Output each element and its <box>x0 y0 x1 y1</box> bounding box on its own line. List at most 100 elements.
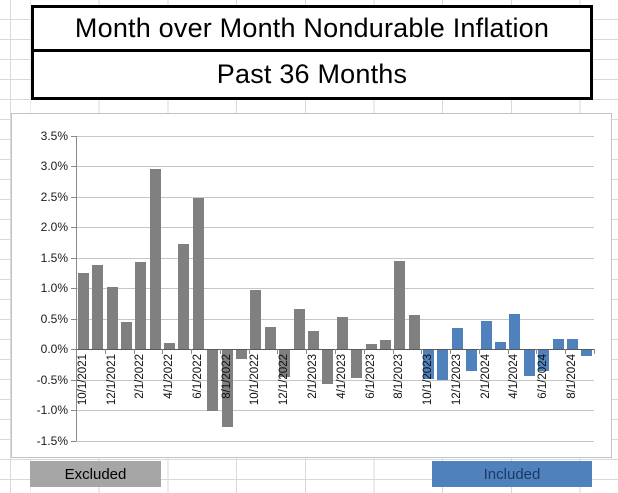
bar-6/1/2022[interactable] <box>192 198 204 349</box>
y-gridline <box>76 227 594 228</box>
bar-6/1/2023[interactable] <box>365 344 377 349</box>
y-axis-tick <box>71 227 76 228</box>
x-axis-tick <box>162 349 163 354</box>
x-axis-label: 6/1/2023 <box>364 354 377 399</box>
x-axis-label: 2/1/2022 <box>134 354 147 399</box>
y-axis-label: 0.0% <box>40 342 68 356</box>
bar-9/1/2023[interactable] <box>408 315 420 349</box>
bar-11/1/2021[interactable] <box>92 265 104 349</box>
x-axis-label: 8/1/2022 <box>220 354 233 399</box>
bar-9/1/2022[interactable] <box>236 350 247 359</box>
y-axis-tick <box>71 288 76 289</box>
y-gridline <box>76 136 594 137</box>
bar-11/1/2022[interactable] <box>264 327 276 349</box>
legend-included-cell[interactable]: Included <box>432 461 592 487</box>
y-axis-label: 1.0% <box>40 281 68 295</box>
bar-8/1/2022[interactable] <box>221 350 233 427</box>
bar-7/1/2022[interactable] <box>207 350 219 411</box>
x-axis-tick <box>479 349 480 354</box>
x-axis-tick <box>565 349 566 354</box>
y-gridline <box>76 166 594 167</box>
bar-10/1/2022[interactable] <box>250 290 262 349</box>
x-axis-label: 10/1/2021 <box>76 354 89 406</box>
x-axis-label: 6/1/2024 <box>537 354 550 399</box>
y-axis-line <box>76 135 77 441</box>
bar-10/1/2023[interactable] <box>423 350 434 379</box>
bar-6/1/2024[interactable] <box>538 350 550 371</box>
y-axis-label: 2.0% <box>40 220 68 234</box>
bar-1/1/2022[interactable] <box>120 322 132 349</box>
x-axis-label: 6/1/2022 <box>191 354 204 399</box>
bar-5/1/2024[interactable] <box>523 350 535 376</box>
bar-4/1/2023[interactable] <box>336 317 348 349</box>
x-axis-tick <box>249 349 250 354</box>
bar-8/1/2024[interactable] <box>566 339 578 349</box>
bar-2/1/2023[interactable] <box>307 331 319 349</box>
x-axis-label: 2/1/2024 <box>479 354 492 399</box>
bar-2/1/2022[interactable] <box>135 262 147 349</box>
x-axis-label: 8/1/2023 <box>393 354 406 399</box>
y-gridline <box>76 380 594 381</box>
bar-3/1/2023[interactable] <box>322 350 334 384</box>
bar-7/1/2023[interactable] <box>379 340 391 349</box>
x-axis-label: 8/1/2024 <box>565 354 578 399</box>
bar-8/1/2023[interactable] <box>394 261 406 349</box>
y-axis-label: -0.5% <box>36 373 68 387</box>
y-gridline <box>76 441 594 442</box>
x-axis-label: 4/1/2023 <box>335 354 348 399</box>
bar-2/1/2024[interactable] <box>480 321 492 349</box>
chart-subtitle: Past 36 Months <box>216 59 408 89</box>
x-axis-tick <box>536 349 537 354</box>
bar-chart[interactable]: 3.5% 3.0% 2.5% 2.0% 1.5% 1.0% 0.5% 0.0% -0.5% -1.… <box>11 113 612 458</box>
x-axis-tick <box>594 349 595 354</box>
bar-10/1/2021[interactable] <box>77 273 89 349</box>
bar-12/1/2022[interactable] <box>279 350 291 377</box>
y-axis-tick <box>71 441 76 442</box>
chart-title: Month over Month Nondurable Inflation <box>74 13 550 43</box>
y-gridline <box>76 288 594 289</box>
bar-5/1/2023[interactable] <box>351 350 363 378</box>
x-axis-label: 12/1/2023 <box>450 354 463 406</box>
legend-included-label: Included <box>483 465 541 483</box>
bar-7/1/2024[interactable] <box>552 339 564 349</box>
x-axis-label: 12/1/2021 <box>105 354 118 406</box>
bar-11/1/2023[interactable] <box>437 350 449 380</box>
x-axis-tick <box>134 349 135 354</box>
y-gridline <box>76 258 594 259</box>
x-axis-tick <box>508 349 509 354</box>
y-gridline <box>76 319 594 320</box>
y-gridline <box>76 410 594 411</box>
x-axis-tick <box>364 349 365 354</box>
x-axis-label: 4/1/2024 <box>508 354 521 399</box>
y-gridline <box>76 197 594 198</box>
x-axis-label: 2/1/2023 <box>306 354 319 399</box>
x-axis-tick <box>306 349 307 354</box>
chart-title-box[interactable]: Month over Month Nondurable Inflation <box>31 5 593 52</box>
legend-excluded-cell[interactable]: Excluded <box>30 461 161 487</box>
x-axis-label: 10/1/2023 <box>422 354 434 406</box>
y-axis-tick <box>71 380 76 381</box>
bar-9/1/2024[interactable] <box>581 350 593 356</box>
legend-excluded-label: Excluded <box>64 465 127 483</box>
y-axis-label: 3.0% <box>40 159 68 173</box>
bar-1/1/2024[interactable] <box>466 350 478 371</box>
x-axis-tick <box>105 349 106 354</box>
bar-12/1/2021[interactable] <box>106 287 118 349</box>
y-axis-tick <box>71 319 76 320</box>
bar-12/1/2023[interactable] <box>451 328 463 349</box>
bar-3/1/2022[interactable] <box>149 169 161 349</box>
y-axis-tick <box>71 410 76 411</box>
bar-1/1/2023[interactable] <box>293 309 305 349</box>
y-axis-tick <box>71 136 76 137</box>
y-axis-tick <box>71 197 76 198</box>
x-axis-tick <box>220 349 221 354</box>
x-axis-tick <box>191 349 192 354</box>
bar-5/1/2022[interactable] <box>178 244 190 349</box>
chart-subtitle-box[interactable]: Past 36 Months <box>31 52 593 100</box>
y-axis-label: 2.5% <box>40 190 68 204</box>
bar-4/1/2022[interactable] <box>164 343 175 349</box>
x-axis-tick <box>450 349 451 354</box>
x-axis-label: 12/1/2022 <box>278 354 291 406</box>
bar-3/1/2024[interactable] <box>495 342 506 349</box>
bar-4/1/2024[interactable] <box>509 314 521 349</box>
